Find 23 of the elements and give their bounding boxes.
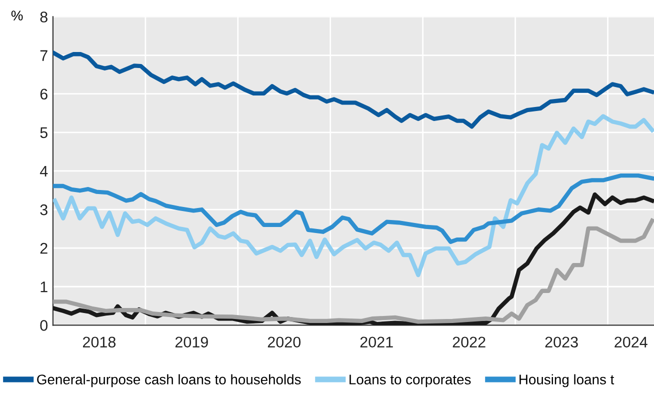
y-axis-title: % [11, 10, 23, 20]
y-tick-label: 3 [40, 204, 48, 216]
x-tick-label: 2022 [452, 336, 486, 348]
y-tick-label: 1 [40, 282, 48, 292]
x-tick-label: 2018 [82, 336, 116, 348]
y-tick-label: 2 [40, 242, 48, 254]
x-tick-label: 2024 [614, 336, 648, 348]
x-tick-label: 2019 [175, 336, 208, 348]
x-tick-label: 2020 [268, 336, 301, 348]
y-tick-label: 8 [40, 12, 48, 22]
line-series [52, 114, 654, 278]
y-tick-label: 4 [40, 166, 48, 176]
y-tick-label: 0 [40, 320, 48, 331]
x-tick-label: 2023 [545, 336, 578, 348]
legend-label: Housing loans t [520, 374, 614, 388]
y-tick-label: 7 [40, 50, 48, 61]
x-tick-label: 2021 [360, 336, 393, 348]
legend-label: General-purpose cash loans to households [37, 374, 301, 388]
line-series [52, 50, 654, 129]
y-tick-label: 6 [40, 88, 48, 100]
line-series [52, 173, 654, 244]
legend-label: Loans to corporates [350, 374, 471, 388]
y-tick-label: 5 [40, 127, 48, 138]
